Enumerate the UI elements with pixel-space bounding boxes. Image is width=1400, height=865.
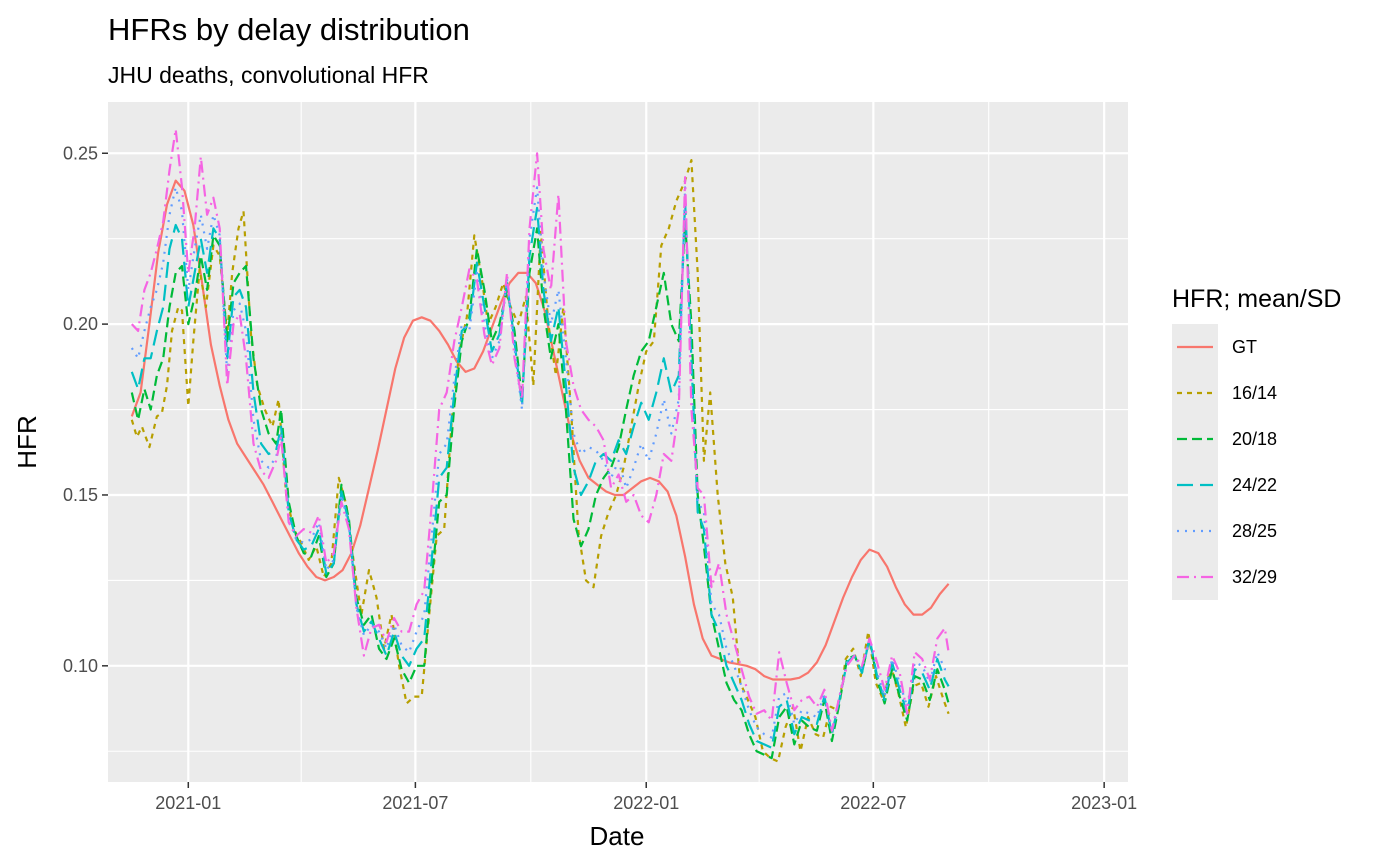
x-axis-title: Date [590, 821, 645, 851]
series-line-20-18 [130, 220, 950, 760]
x-tick-label: 2021-01 [155, 793, 221, 813]
y-tick-label: 0.15 [63, 485, 98, 505]
y-axis-title: HFR [12, 415, 42, 468]
series-line-32-29 [130, 128, 950, 732]
x-axis: 2021-01 2021-07 2022-01 2022-07 2023-01 [155, 782, 1137, 813]
y-axis: 0.10 0.15 0.20 0.25 [63, 143, 108, 676]
chart-title: HFRs by delay distribution [108, 12, 470, 47]
y-tick-label: 0.25 [63, 143, 98, 163]
x-tick-label: 2022-01 [613, 793, 679, 813]
y-tick-label: 0.10 [63, 656, 98, 676]
series-line-GT [130, 179, 950, 681]
legend-label: 32/29 [1232, 567, 1277, 587]
legend: HFR; mean/SD GT 16/14 20/18 24/22 28/25 32/29 [1172, 285, 1341, 600]
legend-key-background [1172, 324, 1218, 600]
series-line-24-22 [130, 200, 950, 749]
legend-title: HFR; mean/SD [1172, 285, 1341, 313]
x-tick-label: 2022-07 [840, 793, 906, 813]
x-tick-label: 2023-01 [1071, 793, 1137, 813]
x-tick-label: 2021-07 [382, 793, 448, 813]
y-tick-label: 0.20 [63, 314, 98, 334]
legend-label: 16/14 [1232, 383, 1277, 403]
legend-label: 24/22 [1232, 475, 1277, 495]
legend-label: 20/18 [1232, 429, 1277, 449]
series-lines [130, 128, 950, 763]
chart-subtitle: JHU deaths, convolutional HFR [108, 62, 429, 88]
legend-label: 28/25 [1232, 521, 1277, 541]
legend-label: GT [1232, 337, 1257, 357]
minor-gridlines [108, 102, 1128, 782]
